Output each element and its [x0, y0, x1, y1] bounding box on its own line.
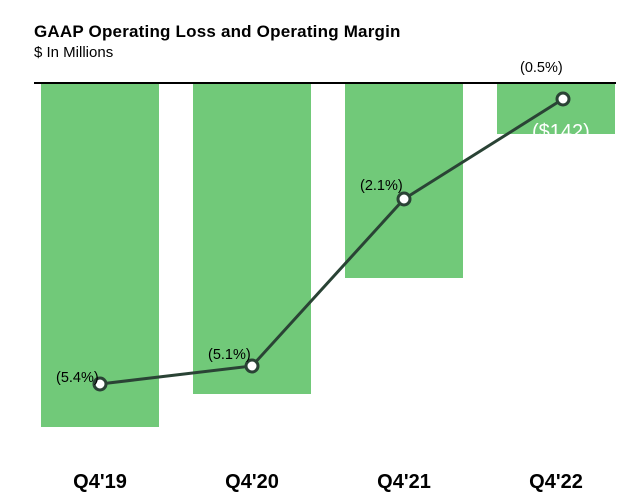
data-marker	[557, 93, 569, 105]
margin-label: (2.1%)	[360, 178, 403, 194]
data-marker	[398, 193, 410, 205]
value-label: ($971)	[71, 432, 129, 455]
chart-title: GAAP Operating Loss and Operating Margin	[34, 22, 616, 42]
chart-subtitle: $ In Millions	[34, 44, 616, 61]
x-axis-label: Q4'21	[345, 471, 463, 494]
x-axis-label: Q4'20	[193, 471, 311, 494]
margin-label: (0.5%)	[520, 60, 563, 76]
margin-label: (5.4%)	[56, 370, 99, 386]
trend-line	[100, 99, 563, 384]
line-overlay	[34, 82, 616, 452]
x-axis-label: Q4'19	[41, 471, 159, 494]
plot-area: ($971)(5.4%)Q4'19($877)(5.1%)Q4'20($550)…	[34, 82, 616, 452]
margin-label: (5.1%)	[208, 347, 251, 363]
markers-group	[94, 93, 569, 390]
value-label: ($142)	[532, 121, 590, 144]
x-axis-label: Q4'22	[497, 471, 615, 494]
value-label: ($877)	[221, 394, 279, 417]
value-label: ($550)	[371, 280, 429, 303]
chart-container: GAAP Operating Loss and Operating Margin…	[0, 0, 640, 502]
